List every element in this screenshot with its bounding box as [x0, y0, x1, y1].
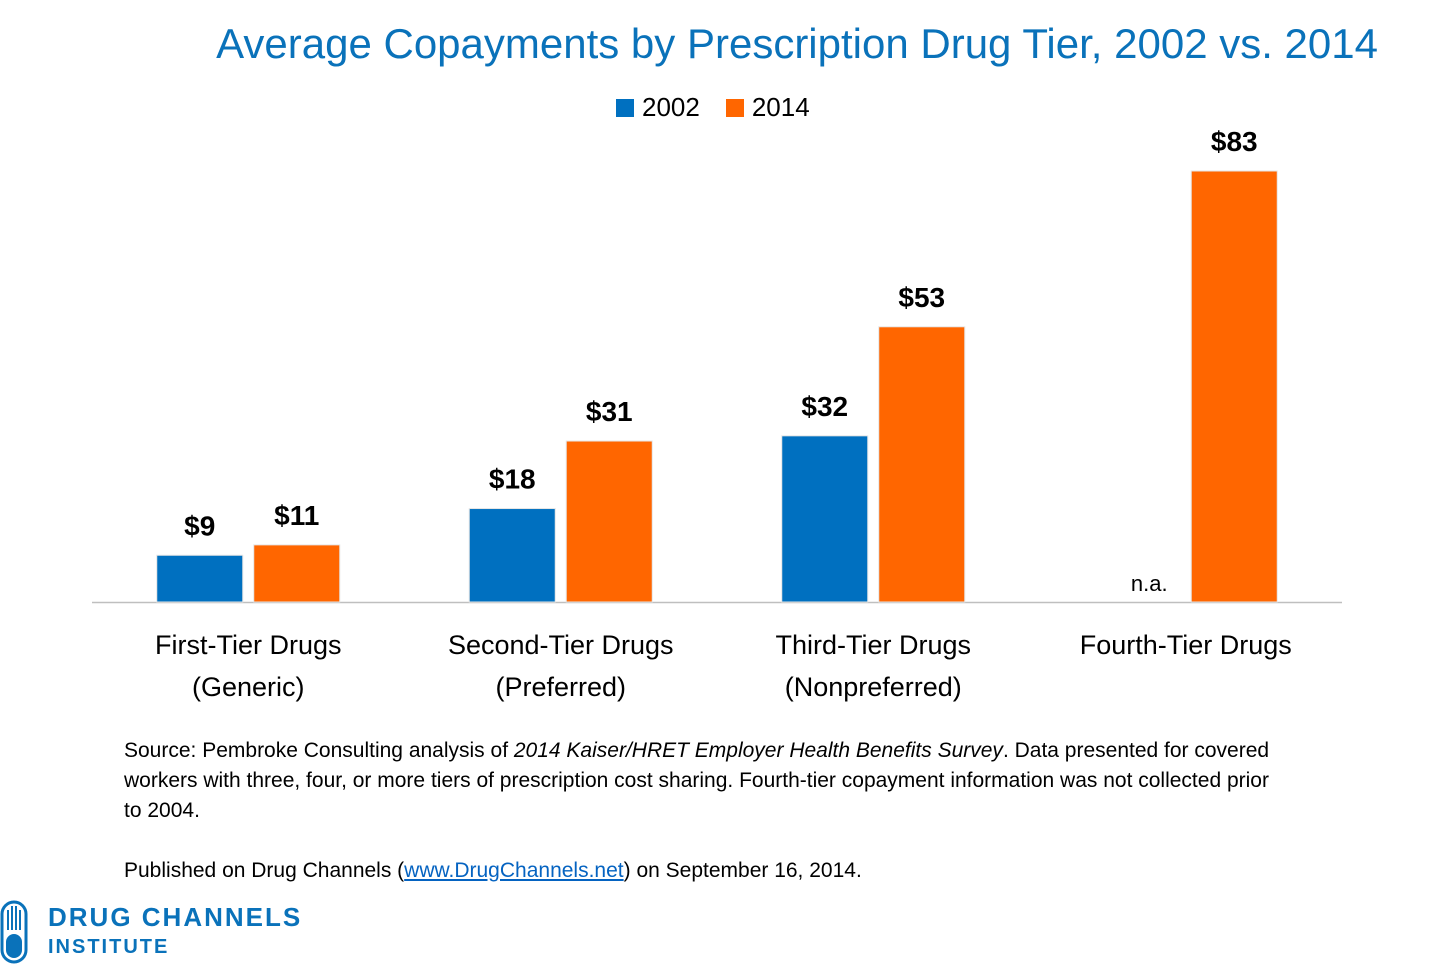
category-label-4-line1: Fourth-Tier Drugs — [1080, 630, 1292, 660]
legend-swatch-2014 — [725, 98, 744, 117]
drug-channels-logo: DRUG CHANNELS INSTITUTE — [0, 900, 302, 964]
bar-2002-1 — [156, 554, 244, 603]
source-suffix: . Data presented for covered workers wit… — [124, 739, 1270, 822]
legend-label-2002: 2002 — [642, 92, 700, 122]
logo-line1: DRUG CHANNELS — [48, 902, 303, 932]
data-label-2014-3: $53 — [898, 282, 945, 313]
data-label-2002-1: $9 — [184, 510, 215, 541]
data-label-2014-2: $31 — [586, 396, 633, 427]
data-label-2002-4: n.a. — [1131, 571, 1168, 596]
category-label-1-line2: (Generic) — [192, 672, 305, 702]
bar-2014-1 — [253, 544, 341, 603]
category-label-2-line1: Second-Tier Drugs — [448, 630, 674, 660]
source-prefix: Source: Pembroke Consulting analysis of — [124, 739, 514, 762]
legend-item-2002: 2002 — [616, 92, 700, 123]
source-text: Source: Pembroke Consulting analysis of … — [124, 736, 1284, 826]
legend-item-2014: 2014 — [725, 92, 810, 123]
bar-chart: $9 $11 First-Tier Drugs (Generic) $18 $31 Seco… — [92, 126, 1342, 702]
published-suffix: ) on September 16, 2014. — [623, 859, 862, 882]
drugchannels-link[interactable]: www.DrugChannels.net — [404, 859, 624, 882]
data-label-2014-1: $11 — [274, 500, 319, 531]
logo-line2: INSTITUTE — [48, 936, 170, 958]
legend: 2002 2014 — [616, 92, 836, 123]
logo-pill-icon — [0, 900, 28, 964]
bar-2014-4 — [1190, 170, 1278, 603]
published-prefix: Published on Drug Channels ( — [124, 859, 405, 882]
category-label-3-line2: (Nonpreferred) — [785, 672, 962, 702]
bar-2002-2 — [468, 508, 556, 603]
bar-2014-2 — [565, 440, 653, 603]
legend-label-2014: 2014 — [751, 92, 810, 122]
chart-title: Average Copayments by Prescription Drug … — [216, 20, 1378, 67]
data-label-2002-3: $32 — [801, 391, 848, 422]
category-label-1-line1: First-Tier Drugs — [155, 630, 342, 660]
data-label-2014-4: $83 — [1211, 126, 1258, 157]
bar-2002-3 — [781, 435, 869, 603]
category-label-3-line1: Third-Tier Drugs — [775, 630, 971, 660]
bar-2014-3 — [878, 326, 966, 603]
category-label-2-line2: (Preferred) — [495, 672, 626, 702]
legend-swatch-2002 — [616, 98, 634, 117]
source-note: Source: Pembroke Consulting analysis of … — [124, 736, 1284, 886]
data-label-2002-2: $18 — [489, 464, 536, 495]
source-survey-title: 2014 Kaiser/HRET Employer Health Benefit… — [513, 739, 1003, 762]
published-note: Published on Drug Channels (www.DrugChan… — [124, 856, 1284, 886]
